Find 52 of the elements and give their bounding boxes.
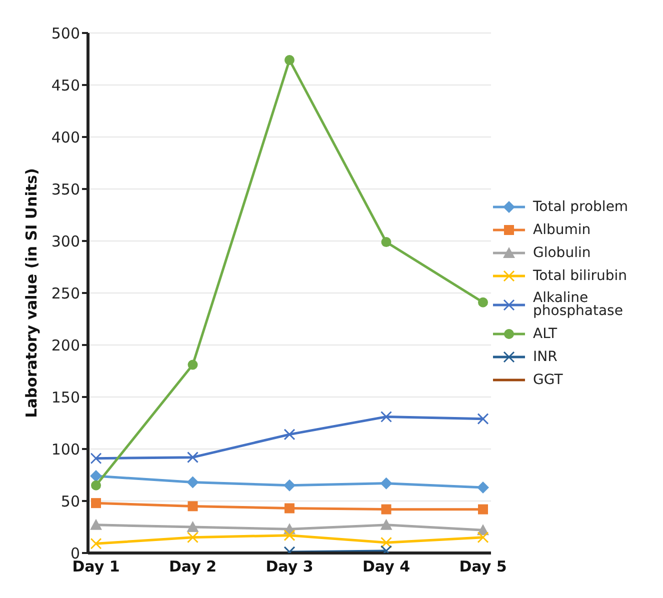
point — [188, 360, 198, 370]
point — [284, 55, 294, 66]
point — [477, 481, 489, 494]
point — [186, 521, 199, 532]
y-tick-label: 200 — [51, 336, 80, 354]
point — [91, 498, 101, 508]
point — [188, 501, 198, 512]
point — [380, 411, 392, 423]
y-tick-label: 150 — [51, 388, 80, 406]
point — [380, 477, 392, 490]
legend-label: GGT — [533, 372, 564, 388]
legend-label: Albumin — [533, 222, 592, 238]
point — [90, 470, 102, 482]
legend-label: ALT — [533, 326, 558, 342]
point — [477, 413, 489, 425]
x-tick-label: Day 3 — [266, 558, 314, 576]
x-tick-label: Day 2 — [168, 558, 217, 576]
y-tick-label: 350 — [51, 180, 80, 198]
point — [90, 518, 102, 530]
y-tick-label: 400 — [51, 128, 80, 146]
y-tick-label: 500 — [51, 24, 80, 42]
point — [90, 452, 102, 464]
point — [380, 536, 392, 548]
point — [187, 452, 198, 464]
point — [478, 504, 488, 514]
legend-label: INR — [533, 348, 558, 364]
point — [284, 428, 296, 440]
y-tick-label: 300 — [51, 232, 80, 250]
point — [284, 479, 296, 492]
point — [90, 538, 102, 550]
y-tick-label: 100 — [51, 440, 80, 458]
point — [477, 532, 489, 544]
point — [380, 518, 392, 530]
point — [284, 530, 296, 542]
point — [478, 297, 488, 308]
y-tick-label: 250 — [51, 284, 80, 302]
y-tick-label: 50 — [60, 492, 80, 510]
x-tick-label: Day 5 — [459, 558, 507, 576]
point — [187, 532, 198, 544]
y-tick-label: 450 — [51, 76, 80, 94]
legend-label: Alkaline phosphatase — [533, 290, 624, 319]
point — [91, 480, 101, 490]
x-tick-label: Day 1 — [72, 558, 120, 576]
legend-label: Globulin — [533, 244, 592, 260]
point — [381, 237, 392, 248]
x-tick-label: Day 4 — [362, 558, 410, 576]
legend-label: Total bilirubin — [533, 268, 628, 284]
point — [186, 476, 199, 488]
point — [284, 503, 294, 514]
legend-label: Total problem — [533, 198, 630, 214]
point — [381, 504, 392, 514]
y-axis-title: Laboratory value (in SI Units) — [22, 168, 40, 418]
